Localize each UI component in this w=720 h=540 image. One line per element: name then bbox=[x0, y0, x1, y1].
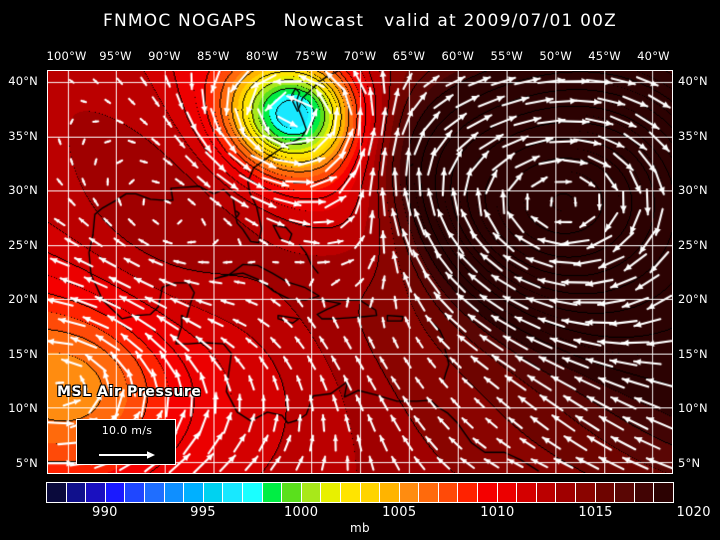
colorbar-swatch bbox=[478, 483, 498, 502]
lat-tick-35N-left: 35°N bbox=[8, 128, 38, 143]
colorbar-swatch bbox=[203, 483, 224, 502]
colorbar-swatch bbox=[321, 483, 341, 502]
colorbar-swatch bbox=[576, 483, 596, 502]
lat-tick-5N-left: 5°N bbox=[15, 456, 38, 471]
colorbar-swatch bbox=[399, 483, 420, 502]
colorbar-tick-1015: 1015 bbox=[578, 505, 613, 520]
lon-tick-55W: 55°W bbox=[490, 49, 523, 63]
colorbar-swatch bbox=[301, 483, 322, 502]
colorbar-swatch bbox=[595, 483, 616, 502]
lat-tick-35N-right: 35°N bbox=[678, 128, 708, 143]
lat-tick-30N-right: 30°N bbox=[678, 183, 708, 198]
colorbar-swatch bbox=[47, 483, 67, 502]
lat-tick-20N-left: 20°N bbox=[8, 292, 38, 307]
lon-tick-80W: 80°W bbox=[245, 49, 279, 63]
page-title: FNMOC NOGAPS Nowcast valid at 2009/07/01… bbox=[103, 11, 617, 31]
colorbar-swatch bbox=[340, 483, 361, 502]
colorbar-swatch bbox=[66, 483, 87, 502]
lon-tick-60W: 60°W bbox=[441, 49, 475, 63]
lat-tick-40N-left: 40°N bbox=[8, 73, 38, 88]
colorbar-swatch bbox=[654, 483, 673, 502]
colorbar-swatch bbox=[282, 483, 302, 502]
lat-tick-25N-left: 25°N bbox=[8, 237, 38, 252]
lon-tick-65W: 65°W bbox=[392, 49, 426, 63]
colorbar-swatch bbox=[536, 483, 557, 502]
colorbar-swatch bbox=[184, 483, 204, 502]
lat-tick-10N-left: 10°N bbox=[8, 401, 38, 416]
lon-tick-45W: 45°W bbox=[588, 49, 621, 63]
colorbar-swatch bbox=[86, 483, 106, 502]
pressure-field-canvas bbox=[48, 71, 672, 473]
colorbar-tick-990: 990 bbox=[92, 505, 118, 520]
wind-scale-legend: 10.0 m/s bbox=[76, 419, 176, 465]
colorbar-swatch bbox=[360, 483, 381, 502]
colorbar-swatch bbox=[262, 483, 283, 502]
map-plot-area[interactable] bbox=[47, 70, 673, 474]
arrow-right-icon bbox=[99, 451, 155, 459]
colorbar-swatch bbox=[380, 483, 400, 502]
colorbar-swatch bbox=[419, 483, 439, 502]
lon-tick-75W: 75°W bbox=[294, 49, 328, 63]
colorbar-tick-1005: 1005 bbox=[382, 505, 417, 520]
colorbar-swatch bbox=[517, 483, 537, 502]
colorbar[interactable] bbox=[46, 482, 674, 503]
wind-scale-label: 10.0 m/s bbox=[101, 424, 153, 437]
colorbar-swatch bbox=[497, 483, 518, 502]
lon-tick-50W: 50°W bbox=[539, 49, 572, 63]
colorbar-tick-995: 995 bbox=[190, 505, 216, 520]
colorbar-tick-1010: 1010 bbox=[480, 505, 515, 520]
colorbar-tick-1020: 1020 bbox=[676, 505, 711, 520]
colorbar-swatch bbox=[615, 483, 635, 502]
lat-tick-5N-right: 5°N bbox=[678, 456, 701, 471]
lat-tick-10N-right: 10°N bbox=[678, 401, 708, 416]
colorbar-swatch bbox=[223, 483, 243, 502]
field-label: MSL Air Pressure bbox=[57, 384, 202, 400]
colorbar-swatch bbox=[164, 483, 185, 502]
lat-tick-15N-right: 15°N bbox=[678, 346, 708, 361]
lon-tick-40W: 40°W bbox=[637, 49, 670, 63]
lat-tick-25N-right: 25°N bbox=[678, 237, 708, 252]
colorbar-swatch bbox=[144, 483, 165, 502]
lon-tick-90W: 90°W bbox=[148, 49, 181, 63]
colorbar-tick-1000: 1000 bbox=[283, 505, 319, 520]
lat-tick-30N-left: 30°N bbox=[8, 183, 38, 198]
colorbar-swatch bbox=[634, 483, 655, 502]
colorbar-units-label: mb bbox=[350, 521, 370, 535]
lat-tick-40N-right: 40°N bbox=[678, 73, 708, 88]
colorbar-swatch bbox=[458, 483, 479, 502]
lon-tick-85W: 85°W bbox=[197, 49, 230, 63]
colorbar-swatch bbox=[125, 483, 145, 502]
colorbar-swatch bbox=[242, 483, 263, 502]
colorbar-swatch bbox=[556, 483, 577, 502]
lat-tick-20N-right: 20°N bbox=[678, 292, 708, 307]
colorbar-swatch bbox=[438, 483, 459, 502]
colorbar-swatch bbox=[105, 483, 126, 502]
lon-tick-70W: 70°W bbox=[343, 49, 377, 63]
lon-tick-95W: 95°W bbox=[99, 49, 132, 63]
lat-tick-15N-left: 15°N bbox=[8, 346, 38, 361]
lon-tick-100W: 100°W bbox=[46, 49, 87, 63]
